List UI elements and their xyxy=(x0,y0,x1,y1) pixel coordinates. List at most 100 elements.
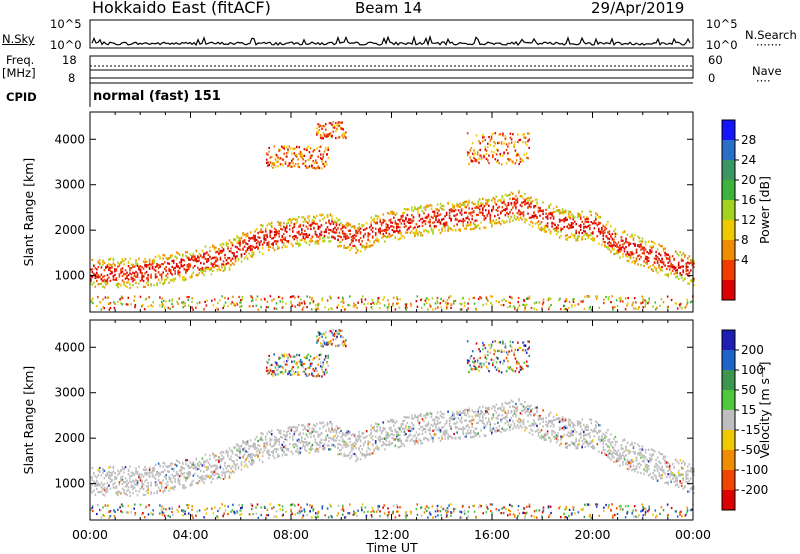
power-cell xyxy=(348,304,351,307)
velocity-cell xyxy=(286,453,288,456)
velocity-cell xyxy=(433,433,436,436)
velocity-cell xyxy=(393,434,395,437)
power-cell xyxy=(325,221,327,224)
velocity-cell xyxy=(94,475,97,478)
velocity-cell xyxy=(463,435,466,438)
power-cell xyxy=(620,299,622,302)
power-cell xyxy=(225,244,228,247)
power-cell xyxy=(688,262,691,265)
power-cell xyxy=(178,271,181,274)
power-cell xyxy=(595,216,597,220)
power-cell xyxy=(478,140,480,143)
velocity-cell xyxy=(157,474,160,478)
power-cell xyxy=(187,304,190,307)
velocity-cell xyxy=(218,456,220,459)
power-cell xyxy=(349,295,351,298)
power-cell xyxy=(376,217,378,220)
power-cell xyxy=(282,164,284,167)
power-cell xyxy=(257,308,260,311)
velocity-cell xyxy=(236,454,238,457)
power-cell xyxy=(316,222,318,225)
power-cell xyxy=(475,213,478,216)
power-cell xyxy=(680,258,683,261)
velocity-cell xyxy=(377,438,380,441)
power-cell xyxy=(264,228,267,231)
power-cell xyxy=(667,265,669,268)
power-cell xyxy=(112,257,115,260)
power-cell xyxy=(301,155,303,158)
power-cell xyxy=(183,279,186,282)
power-cell xyxy=(475,134,478,137)
power-cell xyxy=(494,158,497,161)
power-cell xyxy=(551,214,553,217)
power-cell xyxy=(308,240,311,243)
velocity-cell xyxy=(249,445,252,448)
power-cell xyxy=(412,219,415,222)
power-cell xyxy=(118,275,121,278)
velocity-cell xyxy=(260,448,262,451)
power-cell xyxy=(509,295,511,298)
velocity-cell xyxy=(103,482,106,486)
velocity-cell xyxy=(245,463,247,466)
power-cell xyxy=(287,219,290,222)
power-cell xyxy=(581,210,583,213)
velocity-cell xyxy=(100,481,103,484)
power-cell xyxy=(372,301,374,304)
velocity-cell xyxy=(142,483,145,486)
power-cell xyxy=(201,266,204,270)
power-cell xyxy=(618,297,621,300)
velocity-cell xyxy=(340,429,342,432)
power-cell xyxy=(661,261,663,264)
power-cell xyxy=(449,295,452,298)
velocity-cell xyxy=(331,443,333,446)
power-cell xyxy=(391,221,394,224)
power-cell xyxy=(255,245,258,248)
power-cell xyxy=(200,269,202,272)
power-cell xyxy=(276,245,279,248)
power-cell xyxy=(204,252,207,255)
power-cell xyxy=(260,305,262,309)
velocity-cell xyxy=(486,408,489,411)
power-cell xyxy=(632,301,634,304)
power-cell xyxy=(412,216,415,219)
velocity-cell xyxy=(477,421,479,424)
power-cell xyxy=(588,295,591,298)
power-cell xyxy=(448,296,450,299)
power-cell xyxy=(547,297,550,300)
power-cell xyxy=(602,232,605,235)
power-cell xyxy=(177,252,179,255)
power-cell xyxy=(430,205,433,208)
power-cell xyxy=(492,205,495,208)
velocity-cell xyxy=(445,419,448,422)
power-cell xyxy=(216,259,219,262)
velocity-cell xyxy=(384,442,386,446)
velocity-cell xyxy=(319,421,321,424)
power-cell xyxy=(583,230,585,233)
power-cell xyxy=(478,198,481,201)
power-cell xyxy=(269,161,272,164)
velocity-cell xyxy=(135,467,137,470)
velocity-cell xyxy=(498,413,501,416)
power-cell xyxy=(677,261,680,264)
power-cell xyxy=(486,200,489,203)
y-tick-label: 3000 xyxy=(54,178,85,192)
power-cell xyxy=(682,265,684,268)
velocity-cell xyxy=(192,461,195,464)
power-cell xyxy=(468,218,470,221)
velocity-cell xyxy=(106,488,109,491)
velocity-cell xyxy=(120,476,122,479)
power-cell xyxy=(626,303,629,306)
power-cell xyxy=(432,229,434,232)
power-cell xyxy=(605,223,608,226)
power-cell xyxy=(527,297,529,300)
velocity-cell xyxy=(338,443,341,446)
power-cell xyxy=(347,245,350,249)
velocity-cell xyxy=(370,428,372,431)
velocity-cell xyxy=(494,423,496,426)
velocity-cell xyxy=(415,440,418,443)
velocity-cell xyxy=(213,464,216,467)
velocity-cell xyxy=(471,409,473,412)
velocity-cell xyxy=(368,441,371,444)
power-cell xyxy=(195,249,198,252)
power-cell xyxy=(554,210,556,213)
